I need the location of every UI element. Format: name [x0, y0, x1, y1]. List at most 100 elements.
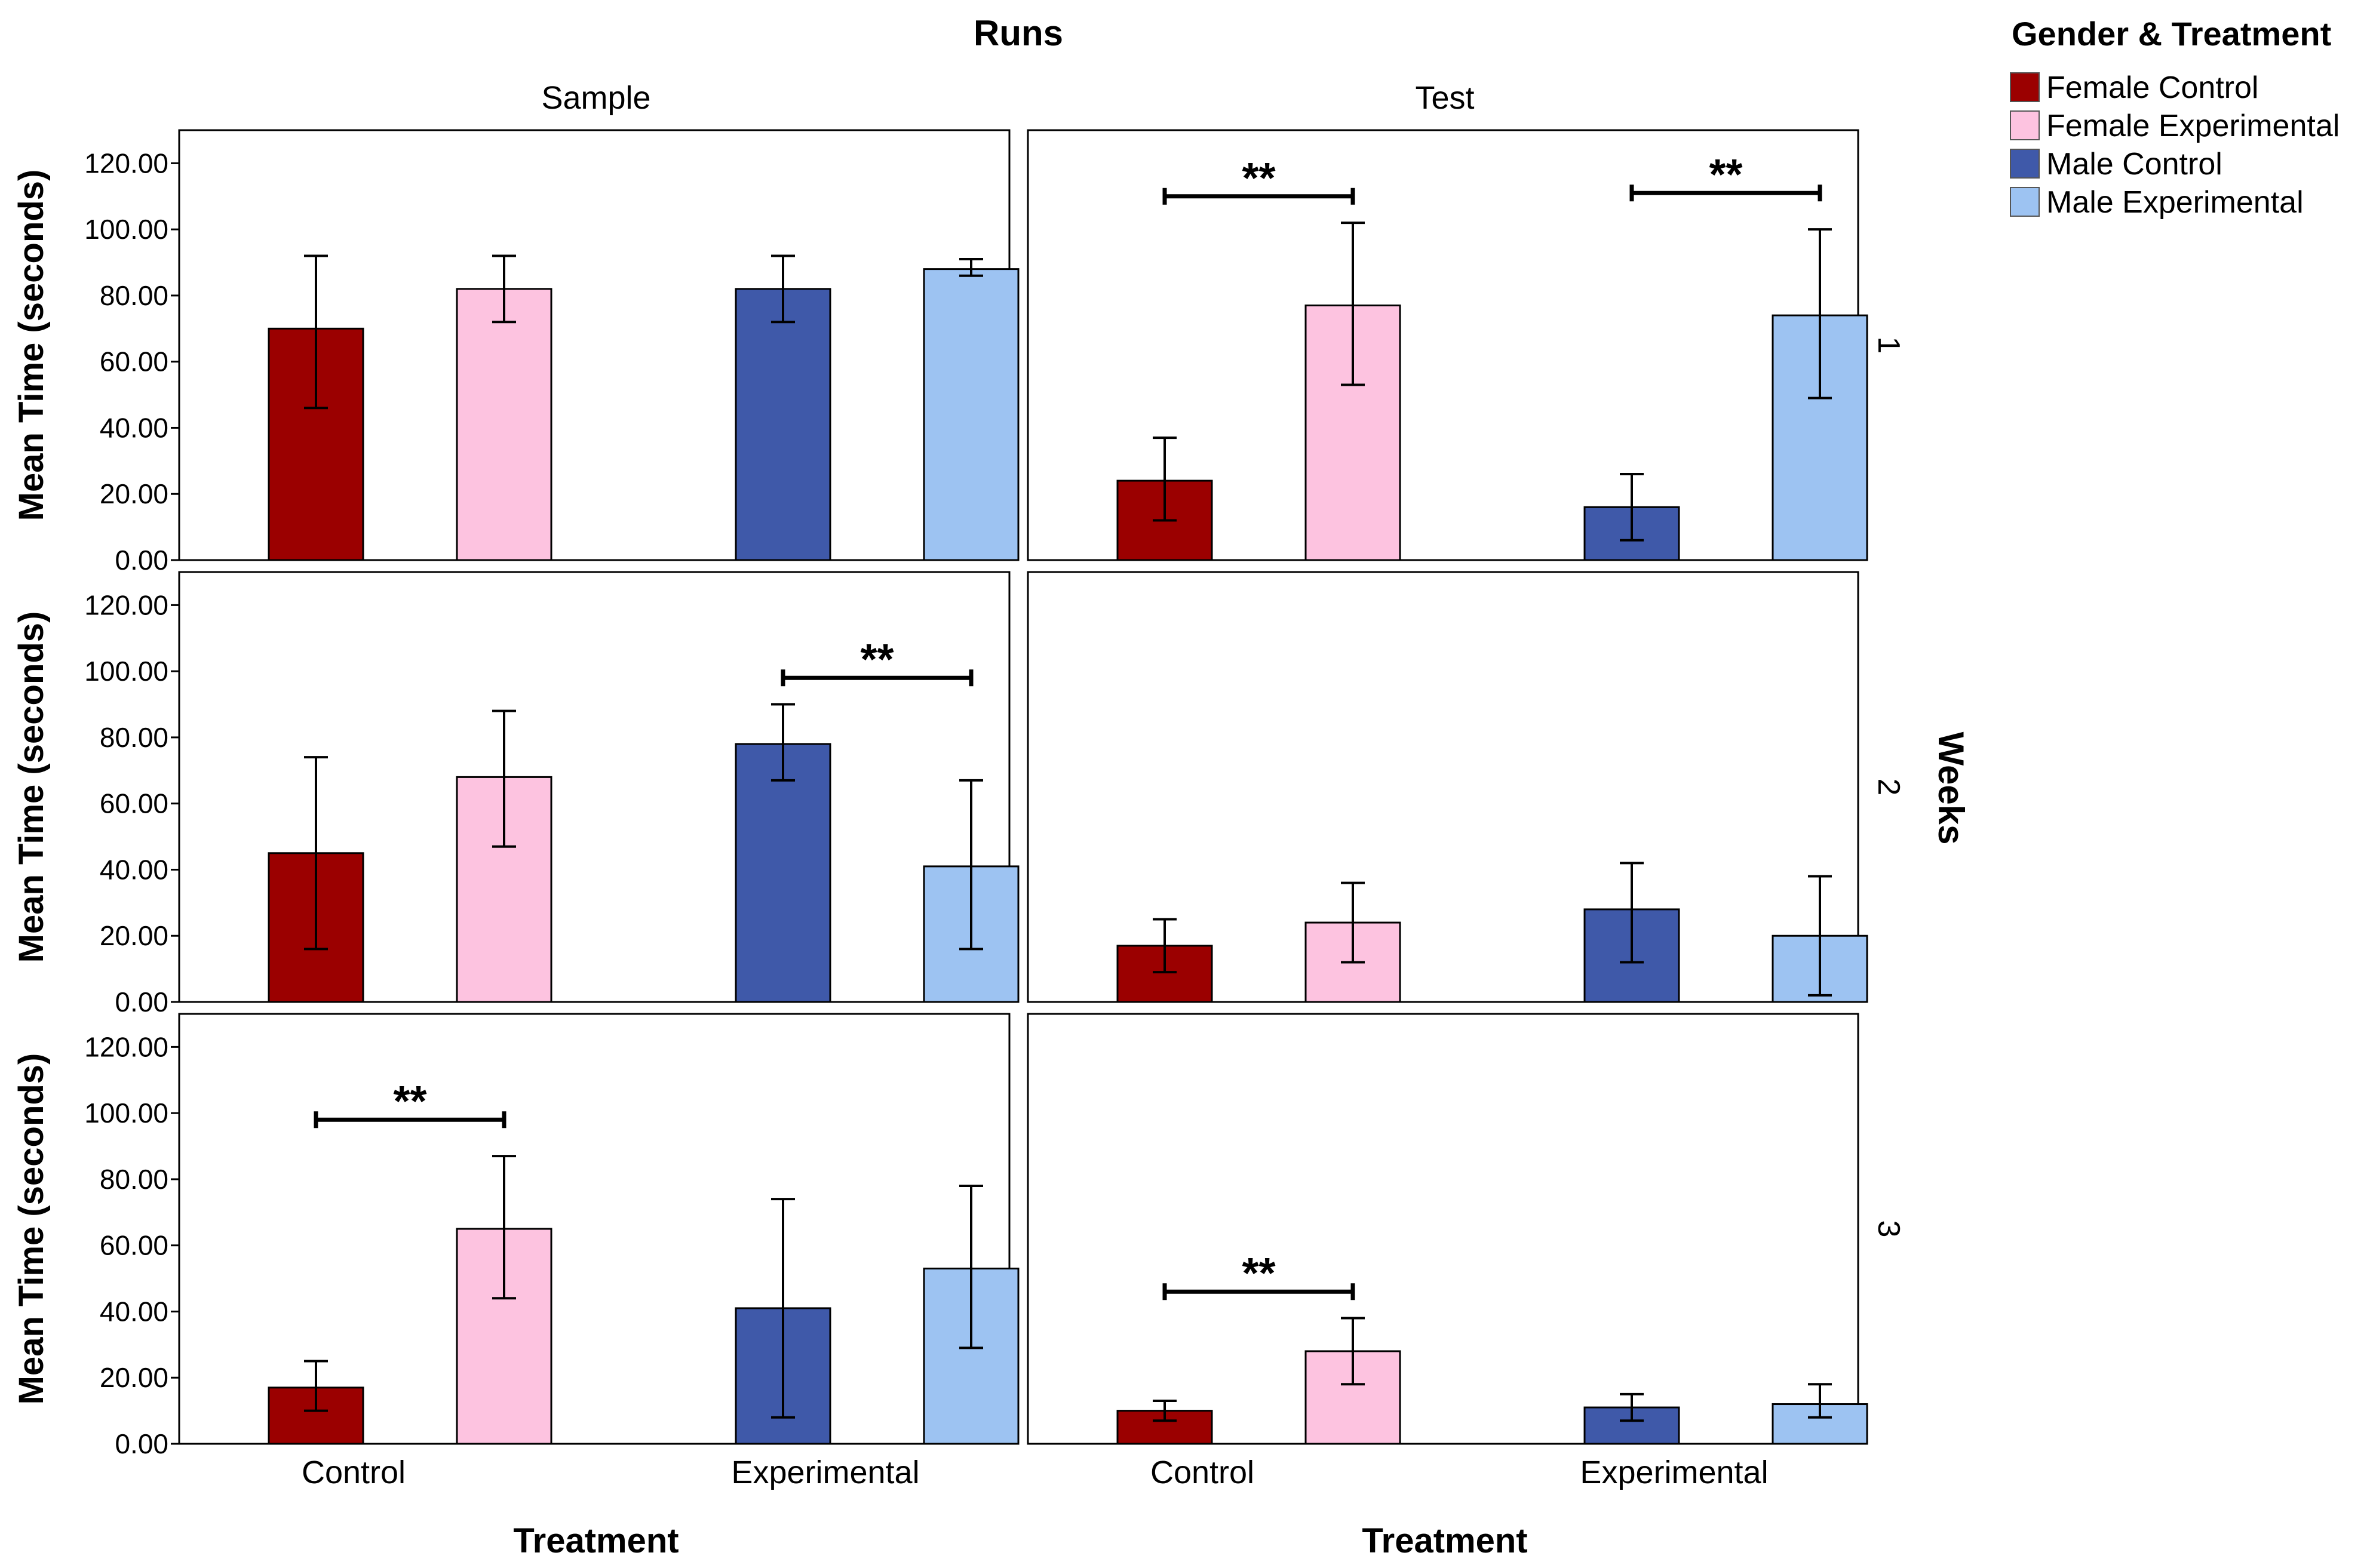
- x-category-label-control: Control: [302, 1455, 406, 1490]
- significance-marker: **: [1242, 1250, 1275, 1298]
- significance-marker: **: [860, 636, 894, 684]
- legend-entry-female-experimental: Female Experimental: [2010, 109, 2340, 143]
- error-bar-female-control: [1153, 1400, 1177, 1422]
- x-category-label-experimental: Experimental: [731, 1455, 919, 1490]
- error-bar-female-experimental: [492, 709, 516, 848]
- error-bar-female-experimental: [492, 254, 516, 324]
- y-tick-label: 80.00: [100, 280, 168, 311]
- error-bar-male-experimental: [1808, 875, 1832, 997]
- significance-marker: **: [1242, 155, 1275, 202]
- error-bar-female-experimental: [1341, 881, 1365, 964]
- y-axis-label-row-3: Mean Time (seconds): [12, 1053, 51, 1405]
- y-tick-label: 40.00: [100, 1296, 168, 1327]
- significance-marker: **: [1709, 151, 1742, 199]
- error-bar-male-control: [1620, 1392, 1644, 1422]
- error-bar-male-control: [771, 1198, 795, 1419]
- y-tick-label: 0.00: [115, 1428, 168, 1459]
- legend: Gender & Treatment Female Control Female…: [2010, 15, 2340, 220]
- legend-label-female-control: Female Control: [2046, 70, 2258, 105]
- y-tick-label: 100.00: [84, 214, 168, 245]
- y-tick-label: 20.00: [100, 920, 168, 951]
- legend-label-male-control: Male Control: [2046, 147, 2222, 182]
- y-tick-label: 120.00: [84, 147, 168, 179]
- y-tick-label: 60.00: [100, 1230, 168, 1261]
- bar-male-control: [735, 743, 831, 1003]
- y-tick-label: 0.00: [115, 986, 168, 1017]
- legend-swatch-male-experimental: [2010, 187, 2040, 217]
- bar-male-experimental: [923, 268, 1020, 561]
- significance-bracket: **: [1629, 151, 1822, 202]
- legend-label-female-experimental: Female Experimental: [2046, 109, 2340, 143]
- y-tick-label: 20.00: [100, 1362, 168, 1393]
- error-bar-female-control: [1153, 918, 1177, 974]
- y-axis-label-row-1: Mean Time (seconds): [12, 170, 51, 521]
- error-bar-male-experimental: [959, 779, 983, 951]
- error-bar-male-control: [771, 703, 795, 782]
- panel-week-1-test: ** **: [1027, 129, 1868, 561]
- legend-entry-male-control: Male Control: [2010, 147, 2222, 182]
- y-tick-label: 60.00: [100, 346, 168, 377]
- error-bar-male-experimental: [959, 1185, 983, 1349]
- error-bar-male-control: [1620, 862, 1644, 964]
- error-bar-male-control: [771, 254, 795, 324]
- error-bar-female-control: [304, 1360, 328, 1412]
- legend-title: Gender & Treatment: [2012, 15, 2331, 53]
- y-tick-label: 120.00: [84, 1031, 168, 1062]
- panel-frame: [1027, 1013, 1859, 1445]
- significance-bracket: **: [1162, 155, 1355, 205]
- legend-swatch-female-experimental: [2010, 110, 2040, 140]
- error-bar-female-experimental: [492, 1155, 516, 1300]
- significance-bracket: **: [1162, 1250, 1355, 1300]
- panel-week-2-test: [1027, 571, 1868, 1003]
- error-bar-male-experimental: [1808, 1383, 1832, 1419]
- bar-male-control: [735, 288, 831, 561]
- y-tick-label: 0.00: [115, 545, 168, 576]
- row-title-2: 2: [1871, 779, 1906, 796]
- row-axis-label: Weeks: [1931, 731, 1971, 844]
- y-tick-label: 40.00: [100, 854, 168, 885]
- error-bar-female-control: [304, 254, 328, 410]
- y-tick-label: 120.00: [84, 589, 168, 620]
- panel-week-2-sample: 0.00 20.00 40.00 60.00 80.00 100.00 120.00 **: [84, 571, 1020, 1017]
- legend-entry-male-experimental: Male Experimental: [2010, 185, 2304, 220]
- error-bar-male-experimental: [959, 258, 983, 277]
- legend-entry-female-control: Female Control: [2010, 70, 2258, 105]
- row-title-1: 1: [1871, 337, 1906, 354]
- x-axis-label-sample: Treatment: [513, 1521, 679, 1560]
- error-bar-male-experimental: [1808, 228, 1832, 399]
- chart-title: Runs: [974, 13, 1063, 53]
- error-bar-male-control: [1620, 473, 1644, 542]
- legend-swatch-male-control: [2010, 149, 2040, 179]
- y-tick-label: 80.00: [100, 722, 168, 753]
- error-bar-female-experimental: [1341, 222, 1365, 386]
- legend-swatch-female-control: [2010, 72, 2040, 102]
- significance-bracket: **: [314, 1078, 506, 1129]
- panel-week-3-sample: 0.00 20.00 40.00 60.00 80.00 100.00 120.00 ** Co…: [84, 1013, 1020, 1490]
- x-category-label-experimental: Experimental: [1580, 1455, 1768, 1490]
- y-tick-label: 100.00: [84, 1097, 168, 1129]
- bar-female-control: [1116, 1410, 1213, 1445]
- y-tick-label: 100.00: [84, 656, 168, 687]
- y-tick-label: 60.00: [100, 788, 168, 819]
- significance-bracket: **: [781, 636, 974, 687]
- y-tick-label: 40.00: [100, 412, 168, 443]
- y-axis-label-row-2: Mean Time (seconds): [12, 611, 51, 963]
- error-bar-female-control: [304, 756, 328, 951]
- x-category-label-control: Control: [1150, 1455, 1254, 1490]
- x-axis-label-test: Treatment: [1362, 1521, 1527, 1560]
- significance-marker: **: [393, 1078, 426, 1126]
- column-title-sample: Sample: [541, 80, 650, 116]
- y-tick-label: 80.00: [100, 1164, 168, 1195]
- legend-label-male-experimental: Male Experimental: [2046, 185, 2304, 220]
- panel-frame: [178, 1013, 1011, 1445]
- error-bar-female-control: [1153, 436, 1177, 522]
- panel-week-3-test: ** Control Experimental: [1027, 1013, 1868, 1490]
- bar-male-control: [1583, 1406, 1680, 1445]
- panel-frame: [1027, 571, 1859, 1003]
- row-title-3: 3: [1871, 1220, 1906, 1238]
- panel-week-1-sample: 0.00 20.00 40.00 60.00 80.00 100.00 120.00: [84, 129, 1020, 576]
- column-title-test: Test: [1415, 80, 1474, 116]
- y-tick-label: 20.00: [100, 478, 168, 509]
